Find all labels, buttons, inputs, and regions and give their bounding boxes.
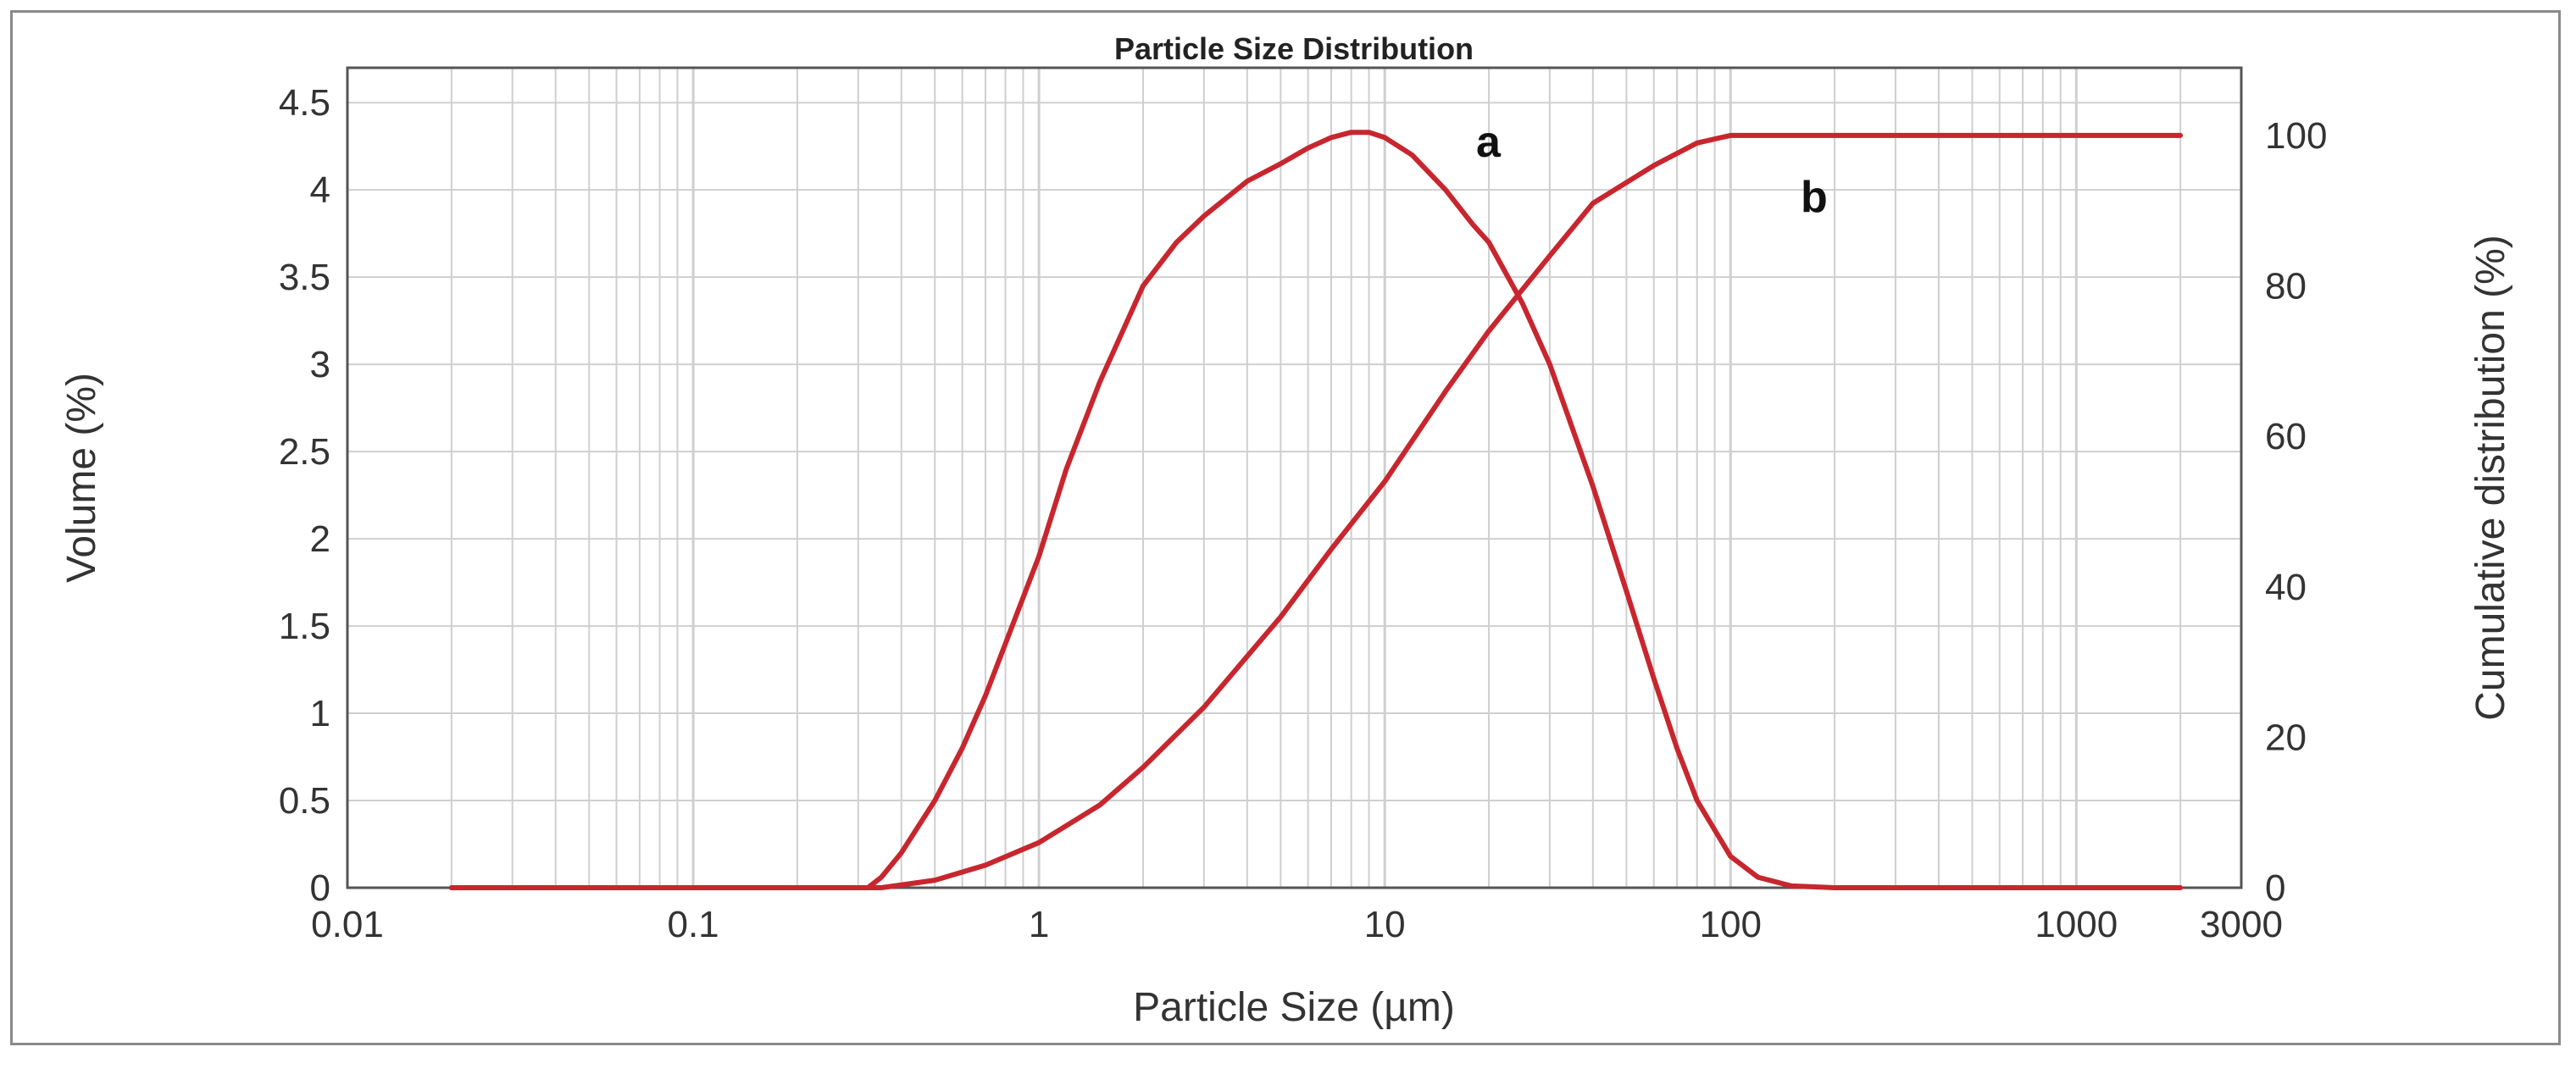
y2-tick-label: 100 xyxy=(2265,115,2327,157)
series-line-b xyxy=(448,132,2184,890)
y2-tick-label: 60 xyxy=(2265,416,2307,457)
x-tick-label: 1 xyxy=(1029,904,1049,945)
x-tick-label: 100 xyxy=(1700,904,1762,945)
tick-layer: 0.01 0.1 1 10 100 1000 300000.511.522.533.544.… xyxy=(279,82,2328,945)
y-tick-label: 0.5 xyxy=(279,780,330,822)
y-tick-label: 3.5 xyxy=(279,257,330,298)
x-tick-label: 10 xyxy=(1364,904,1406,945)
y2-tick-label: 80 xyxy=(2265,266,2307,307)
y-tick-label: 4.5 xyxy=(279,82,330,124)
series-a-label: a xyxy=(1476,118,1502,167)
y-axis-title: Volume (%) xyxy=(59,373,104,583)
y2-axis-title: Cumulative distribution (%) xyxy=(2468,235,2513,721)
y2-tick-label: 20 xyxy=(2265,717,2307,758)
series-layer xyxy=(448,130,2184,890)
x-tick-label: 1000 xyxy=(2035,904,2118,945)
grid-layer xyxy=(347,68,2241,888)
y-tick-label: 3 xyxy=(310,344,330,385)
y-tick-label: 2.5 xyxy=(279,431,330,473)
plot-border xyxy=(346,66,2243,889)
series-b-label: b xyxy=(1801,173,1828,222)
series-line-a xyxy=(448,130,2184,890)
x-axis-title: Particle Size (µm) xyxy=(1133,985,1455,1030)
y2-tick-label: 40 xyxy=(2265,567,2307,608)
x-tick-label: 0.01 xyxy=(311,904,384,945)
chart-title: Particle Size Distribution xyxy=(1114,31,1474,66)
y-tick-label: 4 xyxy=(310,169,330,211)
y-tick-label: 2 xyxy=(310,518,330,560)
y2-tick-label: 0 xyxy=(2265,867,2285,909)
chart-frame xyxy=(10,10,2561,1045)
x-tick-label: 3000 xyxy=(2200,904,2283,945)
y-tick-label: 1 xyxy=(310,693,330,734)
x-tick-label: 0.1 xyxy=(667,904,719,945)
y-tick-label: 1.5 xyxy=(279,606,330,647)
y-tick-label: 0 xyxy=(310,867,330,909)
